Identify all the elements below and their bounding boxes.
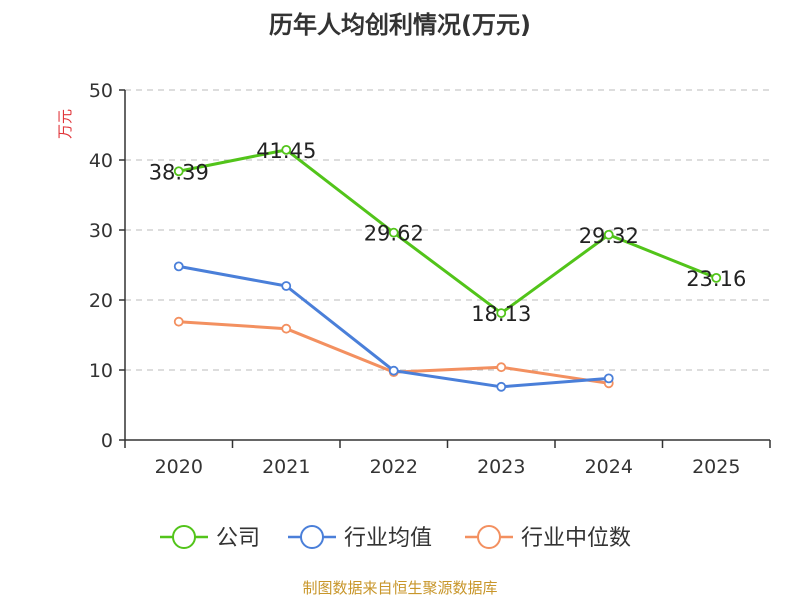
data-label: 29.32: [579, 224, 639, 248]
x-tick-label: 2023: [477, 456, 525, 478]
data-point: [281, 323, 292, 334]
y-tick-label: 30: [89, 220, 113, 242]
source-note: 制图数据来自恒生聚源数据库: [302, 579, 497, 597]
data-point: [281, 281, 292, 291]
data-point: [603, 229, 614, 240]
series-3: [173, 316, 614, 389]
y-tick-label: 10: [89, 360, 113, 382]
y-tick-label: 0: [101, 430, 113, 452]
data-point: [173, 316, 184, 327]
legend-marker: [477, 525, 501, 549]
legend-label: 行业均值: [344, 526, 432, 551]
data-point: [281, 144, 292, 155]
gridlines: [125, 89, 770, 371]
data-point: [388, 365, 399, 376]
data-point: [711, 272, 722, 283]
data-point: [173, 166, 184, 177]
legend-marker: [172, 525, 196, 549]
legend-marker: [300, 525, 324, 549]
legend: 公司 行业均值 行业中位数: [160, 525, 631, 551]
data-point: [388, 227, 399, 238]
series-lines: [173, 144, 722, 392]
data-point: [496, 381, 507, 392]
series-2: [173, 261, 614, 392]
data-point: [496, 308, 507, 318]
data-label: 29.62: [364, 222, 424, 246]
axes: 0 10 20 30 40 50 2020 2021 2022 2023 2024 2025: [89, 80, 771, 478]
y-tick-label: 20: [89, 290, 113, 312]
x-tick-label: 2021: [262, 456, 310, 478]
y-axis-label: 万元: [56, 109, 74, 139]
data-label: 41.45: [256, 139, 316, 163]
y-tick-label: 40: [89, 150, 113, 172]
x-tick-label: 2025: [692, 456, 740, 478]
legend-label: 行业中位数: [521, 526, 631, 551]
x-tick-label: 2024: [585, 456, 633, 478]
series-line: [178, 148, 717, 315]
y-tick-label: 50: [89, 80, 113, 102]
data-point: [173, 261, 184, 272]
data-label: 38.39: [149, 160, 209, 184]
data-label: 18.13: [471, 302, 531, 326]
legend-label: 公司: [216, 526, 260, 551]
data-label: 23.16: [686, 267, 746, 291]
legend-item: 行业中位数: [465, 525, 631, 551]
legend-item: 行业均值: [288, 525, 432, 551]
x-tick-label: 2022: [370, 456, 418, 478]
data-point: [603, 373, 614, 384]
series-1: [173, 144, 722, 318]
legend-item: 公司: [160, 525, 260, 551]
x-tick-label: 2020: [155, 456, 203, 478]
data-labels: 38.39 41.45 29.62 18.13 29.32 23.16: [149, 139, 747, 326]
data-point: [496, 362, 507, 373]
chart-title: 历年人均创利情况(万元): [269, 11, 531, 39]
